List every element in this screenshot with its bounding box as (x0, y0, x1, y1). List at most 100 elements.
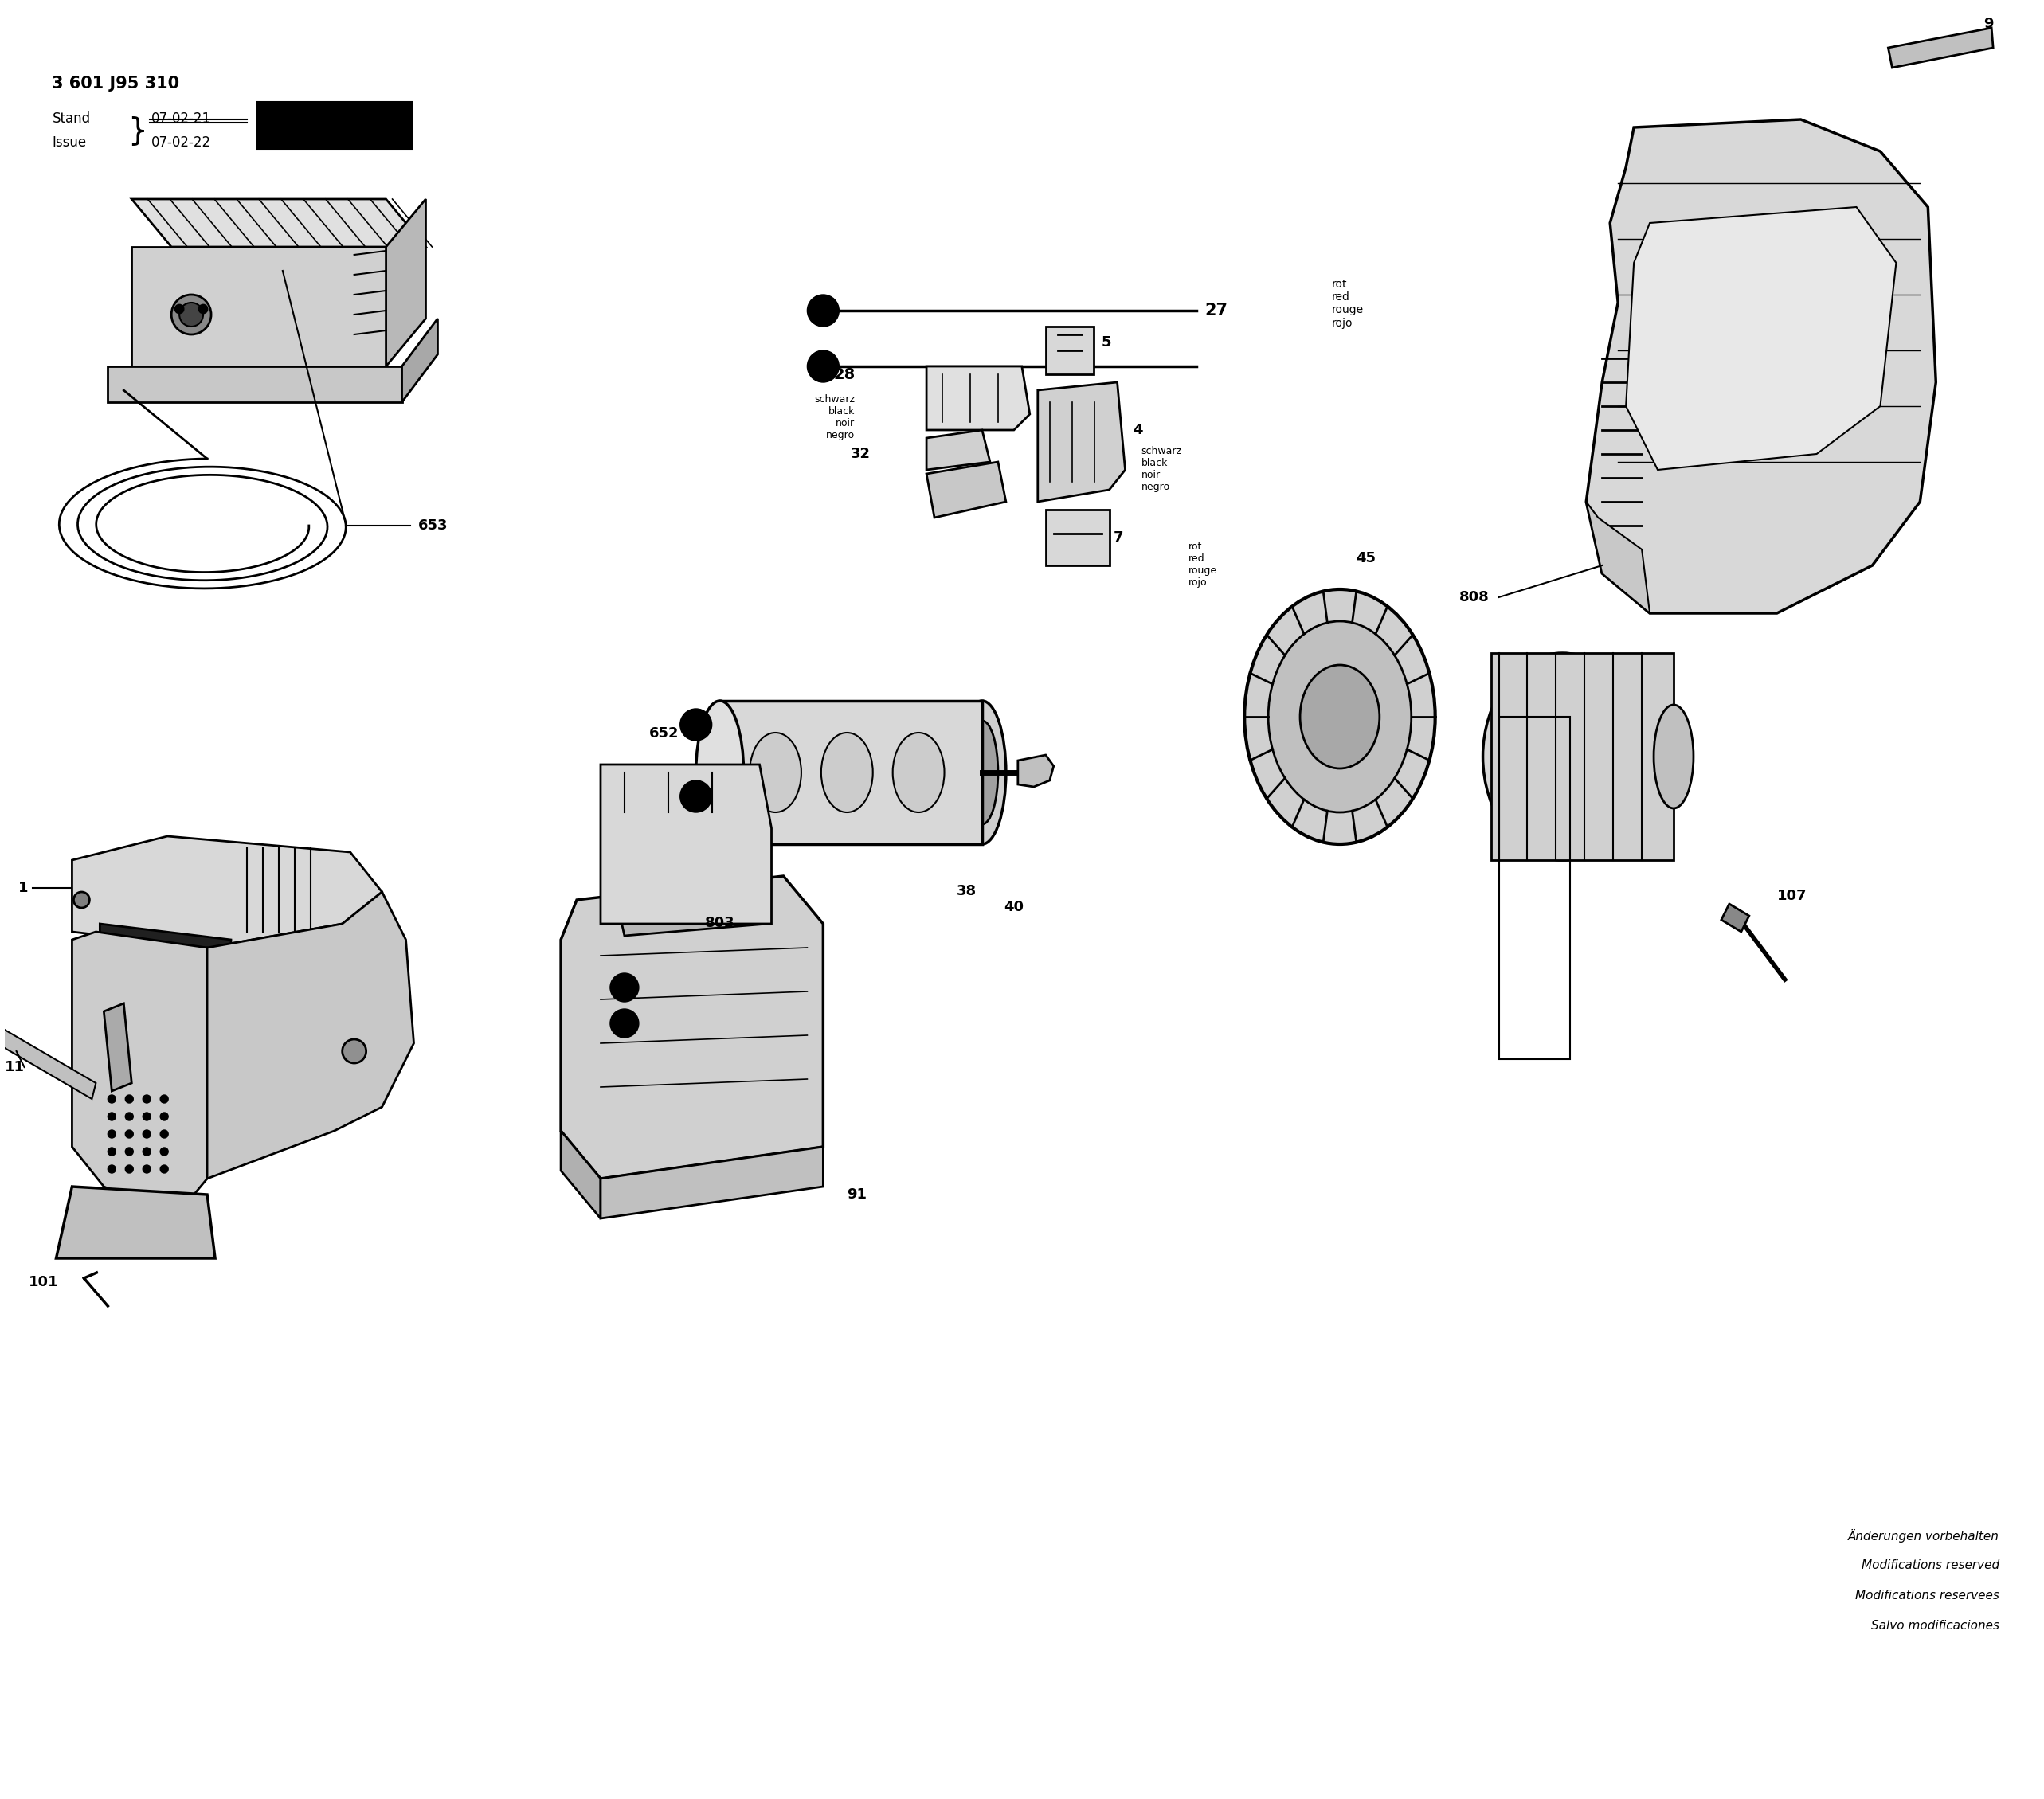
Polygon shape (1038, 381, 1124, 502)
Circle shape (611, 1009, 640, 1038)
Text: 9: 9 (1983, 16, 1993, 31)
Polygon shape (1490, 653, 1674, 860)
Text: BOSCH: BOSCH (135, 950, 196, 964)
Text: Modifications reserved: Modifications reserved (1862, 1560, 1999, 1571)
Circle shape (143, 1112, 151, 1121)
Circle shape (681, 709, 711, 741)
Polygon shape (1721, 903, 1750, 932)
Circle shape (159, 1096, 168, 1103)
Text: 40: 40 (1004, 900, 1024, 914)
Polygon shape (403, 318, 437, 403)
Polygon shape (386, 200, 425, 367)
Circle shape (159, 1166, 168, 1173)
Circle shape (807, 295, 838, 326)
Circle shape (125, 1148, 133, 1155)
Polygon shape (926, 430, 989, 470)
Ellipse shape (341, 1040, 366, 1063)
Text: 28: 28 (834, 367, 854, 381)
Text: 07-02-22: 07-02-22 (151, 135, 211, 149)
Polygon shape (601, 1146, 824, 1218)
Ellipse shape (198, 306, 206, 313)
Circle shape (159, 1112, 168, 1121)
Ellipse shape (1506, 680, 1619, 833)
Ellipse shape (695, 702, 744, 844)
Ellipse shape (1539, 725, 1586, 788)
Circle shape (125, 1130, 133, 1139)
Text: 652: 652 (650, 727, 679, 741)
Polygon shape (72, 837, 382, 948)
Ellipse shape (74, 892, 90, 908)
Polygon shape (1625, 207, 1897, 470)
Text: Fig./Abb. 1: Fig./Abb. 1 (290, 119, 378, 131)
Circle shape (143, 1130, 151, 1139)
Text: 803: 803 (705, 916, 734, 930)
Text: −: − (619, 1016, 630, 1031)
Polygon shape (131, 246, 386, 367)
Ellipse shape (959, 702, 1006, 844)
Text: 27: 27 (1204, 302, 1228, 318)
Polygon shape (926, 367, 1030, 430)
Text: 3 601 J95 310: 3 601 J95 310 (53, 76, 180, 92)
Ellipse shape (1267, 621, 1410, 813)
Circle shape (108, 1112, 117, 1121)
Text: 7: 7 (1114, 531, 1124, 545)
Circle shape (108, 1148, 117, 1155)
Polygon shape (108, 367, 403, 403)
Ellipse shape (1482, 653, 1641, 860)
Text: 1: 1 (18, 882, 29, 896)
Polygon shape (560, 876, 824, 1178)
Circle shape (125, 1096, 133, 1103)
Text: schwarz
black
noir
negro: schwarz black noir negro (1141, 446, 1181, 493)
Polygon shape (131, 200, 425, 246)
Polygon shape (1047, 509, 1110, 565)
Text: Salvo modificaciones: Salvo modificaciones (1870, 1619, 1999, 1632)
Circle shape (125, 1112, 133, 1121)
Circle shape (159, 1130, 168, 1139)
Text: 107: 107 (1776, 889, 1807, 903)
Text: +: + (619, 980, 630, 995)
Polygon shape (1586, 502, 1650, 613)
Circle shape (159, 1148, 168, 1155)
Ellipse shape (172, 295, 211, 335)
Polygon shape (719, 702, 981, 844)
Ellipse shape (967, 721, 997, 824)
Text: A: A (818, 304, 828, 318)
Polygon shape (560, 1132, 601, 1218)
FancyBboxPatch shape (258, 103, 411, 149)
Circle shape (143, 1148, 151, 1155)
Text: 101: 101 (29, 1275, 57, 1290)
Circle shape (807, 351, 838, 381)
Polygon shape (617, 883, 766, 935)
Polygon shape (1586, 119, 1936, 613)
Text: A: A (691, 718, 701, 732)
Polygon shape (601, 765, 771, 925)
Ellipse shape (1654, 705, 1694, 808)
Circle shape (681, 781, 711, 813)
Polygon shape (926, 462, 1006, 518)
Text: schwarz
black
noir
negro: schwarz black noir negro (814, 394, 854, 441)
Circle shape (143, 1166, 151, 1173)
Text: 25: 25 (1656, 583, 1676, 597)
Text: 07-02-21: 07-02-21 (151, 112, 211, 126)
Text: Modifications reservees: Modifications reservees (1856, 1590, 1999, 1601)
Ellipse shape (822, 732, 873, 813)
Text: 808: 808 (1459, 590, 1490, 604)
Text: 803: 803 (722, 883, 750, 898)
Text: Änderungen vorbehalten: Änderungen vorbehalten (1848, 1529, 1999, 1542)
Ellipse shape (180, 302, 202, 326)
Text: Stand: Stand (53, 112, 90, 126)
Ellipse shape (893, 732, 944, 813)
Polygon shape (1889, 27, 1993, 68)
Text: Issue: Issue (53, 135, 86, 149)
Circle shape (108, 1166, 117, 1173)
Circle shape (143, 1096, 151, 1103)
Polygon shape (0, 1027, 96, 1099)
Text: 4: 4 (1132, 423, 1143, 437)
Text: 653: 653 (417, 518, 448, 533)
Text: 5: 5 (1102, 335, 1112, 349)
Ellipse shape (176, 306, 184, 313)
Circle shape (108, 1130, 117, 1139)
Polygon shape (100, 925, 231, 975)
Polygon shape (1018, 756, 1053, 786)
Text: 38: 38 (957, 883, 977, 898)
